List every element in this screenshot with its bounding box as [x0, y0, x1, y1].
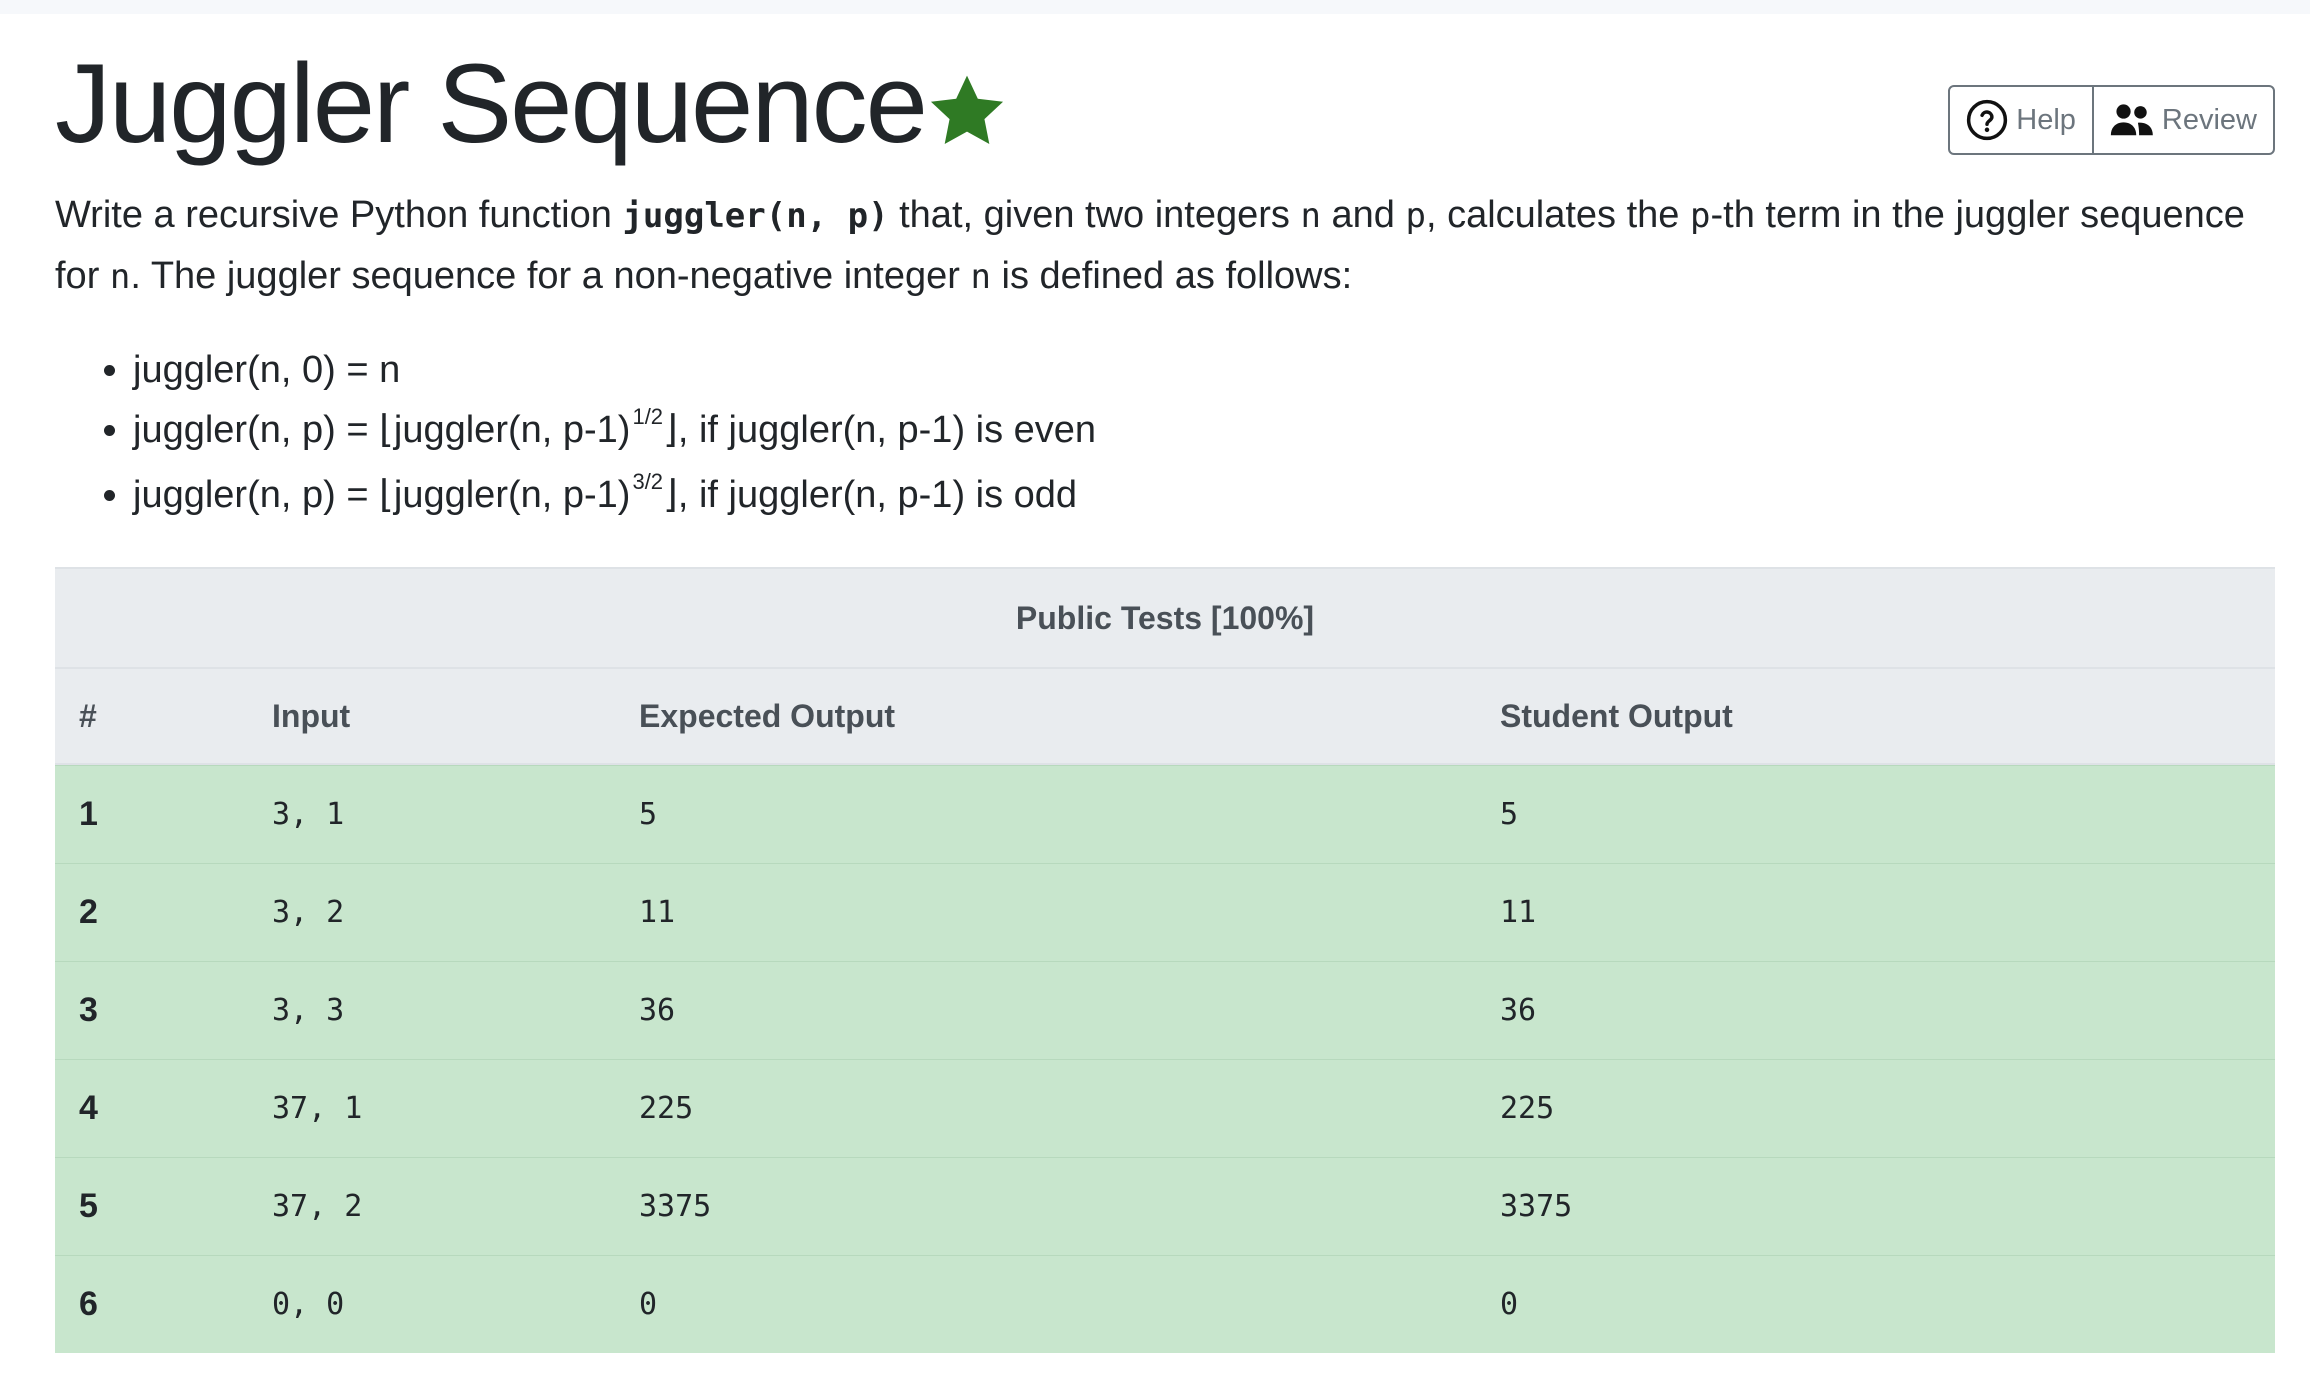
function-signature: juggler(n, p)	[622, 196, 889, 236]
table-row: 5 37, 2 3375 3375	[55, 1157, 2275, 1255]
expected-output: 225	[639, 1091, 694, 1126]
student-output: 0	[1500, 1287, 1519, 1322]
expected-output: 3375	[639, 1189, 712, 1224]
desc-text: Write a recursive Python function	[55, 194, 623, 236]
column-header-number: #	[79, 697, 97, 734]
inline-code-p: p	[1405, 196, 1426, 236]
test-number: 3	[79, 991, 98, 1029]
expected-output: 11	[639, 895, 676, 930]
help-label: Help	[2016, 103, 2076, 136]
review-label: Review	[2161, 103, 2257, 136]
desc-text: and	[1320, 194, 1406, 236]
expected-output: 0	[639, 1287, 658, 1322]
table-row: 4 37, 1 225 225	[55, 1059, 2275, 1157]
page-title: Juggler Sequence	[55, 41, 928, 166]
inline-code-p: p	[1690, 196, 1711, 236]
inline-code-n: n	[970, 257, 991, 297]
rule-text: juggler(n, p) = ⌊juggler(n, p-1)	[133, 474, 631, 516]
rule-text: ⌋, if juggler(n, p-1) is odd	[663, 474, 1078, 516]
rule-item: juggler(n, p) = ⌊juggler(n, p-1)1/2⌋, if…	[133, 400, 1096, 465]
tests-heading: Public Tests [100%]	[55, 567, 2275, 667]
exponent: 3/2	[632, 469, 664, 494]
problem-description: Write a recursive Python function juggle…	[55, 185, 2245, 307]
top-strip	[0, 0, 2310, 14]
table-header-row: # Input Expected Output Student Output	[55, 667, 2275, 765]
review-button[interactable]: Review	[2091, 87, 2273, 153]
expected-output: 5	[639, 797, 658, 832]
desc-text: -th term in the juggler sequence for	[55, 194, 2245, 297]
column-header-expected: Expected Output	[639, 697, 896, 734]
inline-code-n: n	[1300, 196, 1321, 236]
test-input: 3, 3	[272, 993, 345, 1028]
test-input: 3, 2	[272, 895, 345, 930]
title-row: Juggler Sequence Help Revie	[55, 44, 2275, 164]
rule-text: juggler(n, 0) = n	[133, 349, 401, 391]
test-number: 2	[79, 893, 98, 931]
test-input: 37, 1	[272, 1091, 363, 1126]
table-row: 1 3, 1 5 5	[55, 765, 2275, 863]
question-circle-icon	[1967, 99, 2008, 141]
student-output: 225	[1500, 1091, 1555, 1126]
desc-text: is defined as follows:	[990, 255, 1353, 297]
definition-list: juggler(n, 0) = n juggler(n, p) = ⌊juggl…	[55, 340, 1096, 530]
rule-item: juggler(n, p) = ⌊juggler(n, p-1)3/2⌋, if…	[133, 465, 1096, 530]
column-header-input: Input	[272, 697, 351, 734]
test-input: 3, 1	[272, 797, 345, 832]
table-row: 3 3, 3 36 36	[55, 961, 2275, 1059]
people-icon	[2110, 104, 2153, 136]
student-output: 3375	[1500, 1189, 1573, 1224]
action-button-group: Help Review	[1948, 85, 2275, 155]
help-button[interactable]: Help	[1950, 87, 2092, 153]
expected-output: 36	[639, 993, 676, 1028]
exponent: 1/2	[632, 404, 664, 429]
rule-item: juggler(n, 0) = n	[133, 340, 1096, 400]
test-number: 1	[79, 795, 98, 833]
rule-text: juggler(n, p) = ⌊juggler(n, p-1)	[133, 409, 631, 451]
column-header-student: Student Output	[1500, 697, 1733, 734]
student-output: 36	[1500, 993, 1537, 1028]
student-output: 5	[1500, 797, 1519, 832]
inline-code-n: n	[109, 257, 131, 297]
table-row: 6 0, 0 0 0	[55, 1255, 2275, 1353]
test-input: 0, 0	[272, 1287, 345, 1322]
student-output: 11	[1500, 895, 1537, 930]
desc-text: . The juggler sequence for a non-negativ…	[130, 255, 971, 297]
table-row: 2 3, 2 11 11	[55, 863, 2275, 961]
desc-text: , calculates the	[1425, 194, 1691, 236]
test-input: 37, 2	[272, 1189, 363, 1224]
test-number: 6	[79, 1285, 98, 1323]
test-number: 4	[79, 1089, 98, 1127]
test-number: 5	[79, 1187, 98, 1225]
desc-text: that, given two integers	[888, 194, 1301, 236]
rule-text: ⌋, if juggler(n, p-1) is even	[663, 409, 1097, 451]
public-tests-table: Public Tests [100%] # Input Expected Out…	[55, 567, 2275, 1353]
star-icon	[930, 75, 1004, 145]
